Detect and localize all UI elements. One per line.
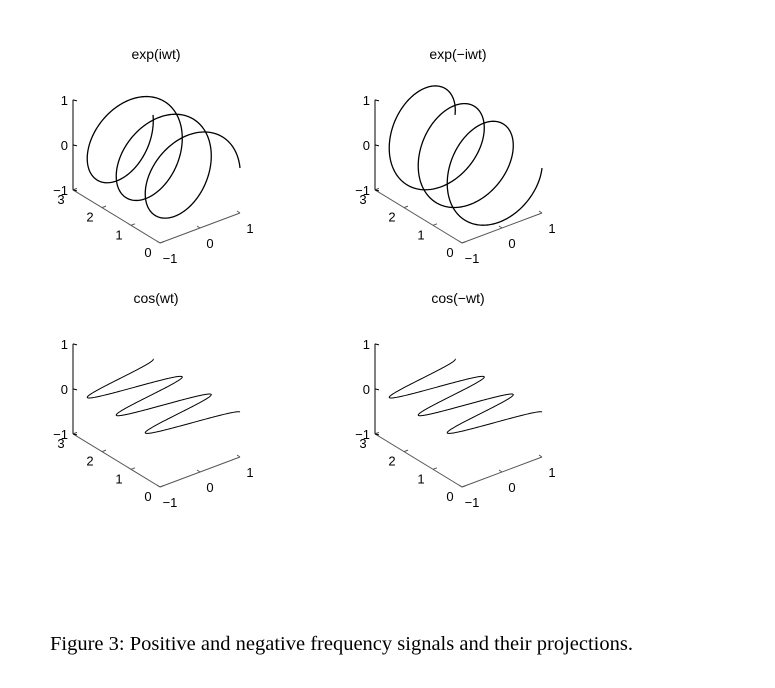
imag-tick-label: 0	[61, 382, 68, 397]
t-tick	[159, 485, 165, 488]
imag-tick	[72, 144, 78, 147]
real-tick	[196, 225, 201, 229]
t-tick	[432, 467, 438, 470]
imag-tick	[374, 99, 380, 102]
imag-tick	[72, 343, 78, 346]
real-tick	[498, 469, 503, 473]
real-tick-label: −1	[163, 495, 178, 510]
real-tick	[156, 240, 161, 244]
real-tick	[498, 225, 503, 229]
imag-tick-label: −1	[355, 427, 370, 442]
plot-title: exp(iwt)	[131, 46, 180, 62]
real-tick	[458, 240, 463, 244]
t-tick-label: 0	[446, 245, 453, 260]
real-tick-label: 0	[508, 236, 515, 251]
t-tick-label: 2	[86, 210, 93, 225]
t-tick	[130, 467, 136, 470]
t-tick-label: 2	[388, 454, 395, 469]
t-tick-label: 1	[115, 471, 122, 486]
imag-tick	[72, 99, 78, 102]
t-tick	[461, 241, 467, 244]
t-axis	[374, 433, 463, 488]
imag-tick-label: 1	[363, 93, 370, 108]
imag-tick	[72, 388, 78, 391]
t-tick	[159, 241, 165, 244]
t-axis	[72, 433, 161, 488]
real-tick-label: 1	[246, 465, 253, 480]
signal-curve	[388, 85, 543, 226]
imag-tick-label: 0	[363, 138, 370, 153]
real-tick-label: 0	[206, 236, 213, 251]
imag-tick-label: 0	[61, 138, 68, 153]
t-tick-label: 0	[144, 245, 151, 260]
t-axis	[72, 189, 161, 244]
imag-tick-label: 0	[363, 382, 370, 397]
t-tick-label: 1	[115, 227, 122, 242]
t-tick-label: 3	[359, 192, 366, 207]
imag-tick-label: 1	[61, 337, 68, 352]
t-tick-label: 3	[57, 192, 64, 207]
real-tick	[458, 484, 463, 488]
t-tick-label: 0	[446, 489, 453, 504]
imag-tick	[72, 189, 78, 192]
real-tick	[156, 484, 161, 488]
t-tick	[403, 449, 409, 453]
t-tick-label: 3	[57, 436, 64, 451]
imag-tick	[374, 144, 380, 147]
signal-curve	[86, 358, 241, 434]
t-tick	[130, 223, 136, 226]
real-tick	[538, 454, 543, 458]
imag-tick	[374, 189, 380, 192]
t-tick	[461, 485, 467, 488]
t-tick-label: 2	[86, 454, 93, 469]
t-tick	[403, 205, 409, 209]
plot-title: cos(wt)	[133, 290, 178, 306]
real-tick-label: −1	[465, 251, 480, 266]
real-tick	[538, 210, 543, 214]
imag-tick	[72, 433, 78, 436]
t-tick-label: 1	[417, 471, 424, 486]
plot-title: cos(−wt)	[431, 290, 484, 306]
real-tick-label: 0	[508, 480, 515, 495]
imag-tick	[374, 388, 380, 391]
t-axis	[374, 189, 463, 244]
real-tick	[236, 454, 241, 458]
real-tick	[196, 469, 201, 473]
real-tick-label: 1	[548, 221, 555, 236]
t-tick-label: 0	[144, 489, 151, 504]
imag-tick-label: 1	[61, 93, 68, 108]
t-tick-label: 3	[359, 436, 366, 451]
t-tick	[101, 449, 107, 453]
t-tick	[101, 205, 107, 209]
imag-tick	[374, 433, 380, 436]
signal-curve	[388, 358, 543, 434]
t-tick	[432, 223, 438, 226]
imag-tick-label: −1	[53, 183, 68, 198]
imag-tick-label: −1	[53, 427, 68, 442]
t-tick-label: 1	[417, 227, 424, 242]
imag-tick-label: −1	[355, 183, 370, 198]
plot-title: exp(−iwt)	[429, 46, 486, 62]
figure-caption: Figure 3: Positive and negative frequenc…	[50, 633, 633, 655]
real-tick-label: 0	[206, 480, 213, 495]
real-tick-label: 1	[548, 465, 555, 480]
real-tick-label: 1	[246, 221, 253, 236]
signal-curve	[86, 95, 241, 219]
real-tick	[236, 210, 241, 214]
imag-tick	[374, 343, 380, 346]
imag-tick-label: 1	[363, 337, 370, 352]
real-tick-label: −1	[465, 495, 480, 510]
t-tick-label: 2	[388, 210, 395, 225]
real-tick-label: −1	[163, 251, 178, 266]
